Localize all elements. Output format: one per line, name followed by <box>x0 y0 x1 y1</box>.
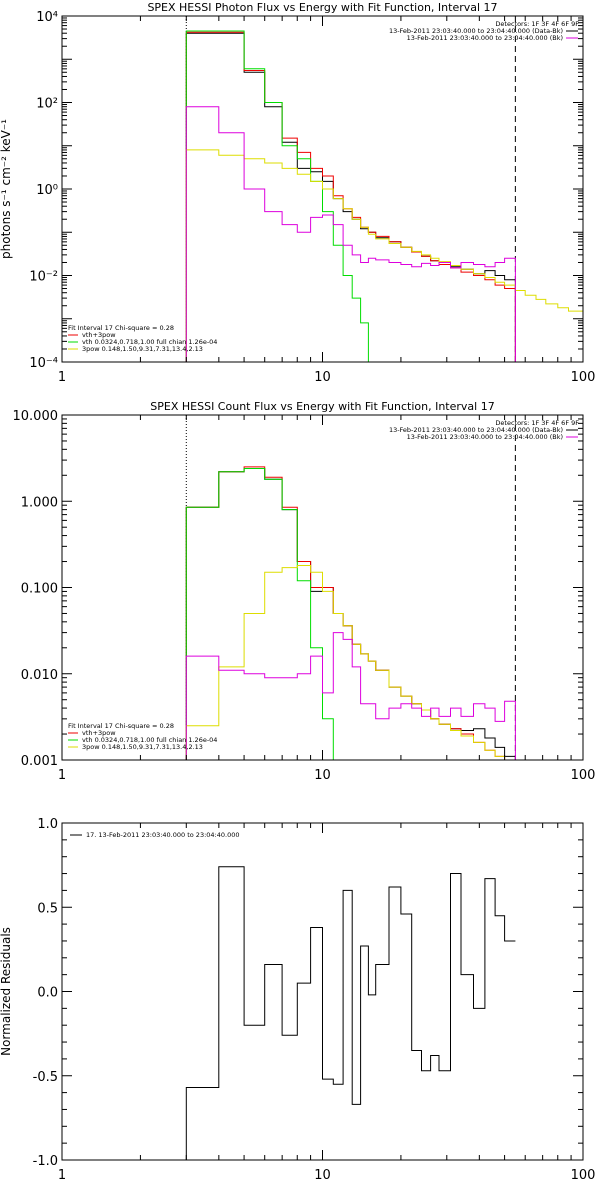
x-tick-label-2: 10 <box>314 768 331 783</box>
legend-top-right-2-1: Detectors: 1F 3F 4F 6F 9F <box>495 419 579 427</box>
legend-bottom-left-2-4: 3pow 0.148,1.50,9.31,7.31,13.4,2.13 <box>82 743 203 751</box>
y-axis-label-3: Normalized Residuals <box>0 927 13 1056</box>
y-tick-label-3: 0.0 <box>37 986 58 1001</box>
y-tick-label-1: 10⁻² <box>29 270 58 285</box>
legend-bottom-left-2-1: Fit Interval 17 Chi-square = 0.28 <box>68 722 174 730</box>
series-powerlaw-1 <box>185 149 583 362</box>
x-tick-label-2: 1 <box>58 768 66 783</box>
x-tick-label-1: 100 <box>571 370 596 385</box>
legend-top-left-3-1: 17. 13-Feb-2011 23:03:40.000 to 23:04:40… <box>86 831 239 839</box>
legend-bottom-left-2-2: vth+3pow <box>82 729 116 737</box>
y-tick-label-3: 1.0 <box>37 817 58 832</box>
series-background-1 <box>185 106 516 362</box>
series-residuals-3 <box>185 866 516 1160</box>
legend-top-right-2-2: 13-Feb-2011 23:03:40.000 to 23:04:40.000… <box>389 426 563 434</box>
x-tick-label-2: 100 <box>571 768 596 783</box>
y-tick-label-2: 0.010 <box>21 668 58 683</box>
chart-title-2: SPEX HESSI Count Flux vs Energy with Fit… <box>150 400 494 413</box>
x-tick-label-3: 100 <box>571 1168 596 1183</box>
legend-top-right-1-1: Detectors: 1F 3F 4F 6F 9F <box>495 20 579 28</box>
legend-bottom-left-1-1: Fit Interval 17 Chi-square = 0.28 <box>68 324 174 332</box>
series-background-2 <box>185 632 516 760</box>
x-tick-label-1: 1 <box>58 370 66 385</box>
legend-bottom-left-1-4: 3pow 0.148,1.50,9.31,7.31,13.4,2.13 <box>82 345 203 353</box>
legend-top-right-2-3: 13-Feb-2011 23:03:40.000 to 23:04:40.000… <box>407 433 563 441</box>
legend-top-right-1-3: 13-Feb-2011 23:03:40.000 to 23:04:40.000… <box>407 34 563 42</box>
y-tick-label-1: 10⁻⁴ <box>29 356 58 371</box>
series-data-1 <box>185 32 516 362</box>
y-tick-label-2: 10.000 <box>13 409 59 424</box>
series-model_total-1 <box>185 31 516 362</box>
series-thermal-1 <box>185 30 376 362</box>
legend-top-right-1-2: 13-Feb-2011 23:03:40.000 to 23:04:40.000… <box>389 27 563 35</box>
y-tick-label-1: 10⁴ <box>36 10 58 25</box>
y-tick-label-3: 0.5 <box>37 901 58 916</box>
x-tick-label-3: 1 <box>58 1168 66 1183</box>
x-tick-label-3: 10 <box>314 1168 331 1183</box>
legend-bottom-left-1-3: vth 0.0324,0.718,1.00 full chian 1.26e-0… <box>82 338 217 346</box>
y-tick-label-3: -0.5 <box>33 1070 58 1085</box>
chart-title-1: SPEX HESSI Photon Flux vs Energy with Fi… <box>147 1 497 14</box>
legend-bottom-left-1-2: vth+3pow <box>82 331 116 339</box>
y-tick-label-1: 10⁰ <box>36 183 58 198</box>
y-tick-label-2: 0.001 <box>21 754 58 769</box>
x-tick-label-1: 10 <box>314 370 331 385</box>
series-powerlaw-2 <box>185 565 516 760</box>
legend-bottom-left-2-3: vth 0.0324,0.718,1.00 full chian 1.26e-0… <box>82 736 217 744</box>
y-tick-label-2: 1.000 <box>21 495 58 510</box>
y-tick-label-1: 10² <box>36 97 58 112</box>
y-tick-label-2: 0.100 <box>21 582 58 597</box>
y-tick-label-3: -1.0 <box>33 1154 58 1169</box>
series-thermal-2 <box>185 468 344 760</box>
y-axis-label-1: photons s⁻¹ cm⁻² keV⁻¹ <box>0 119 13 259</box>
